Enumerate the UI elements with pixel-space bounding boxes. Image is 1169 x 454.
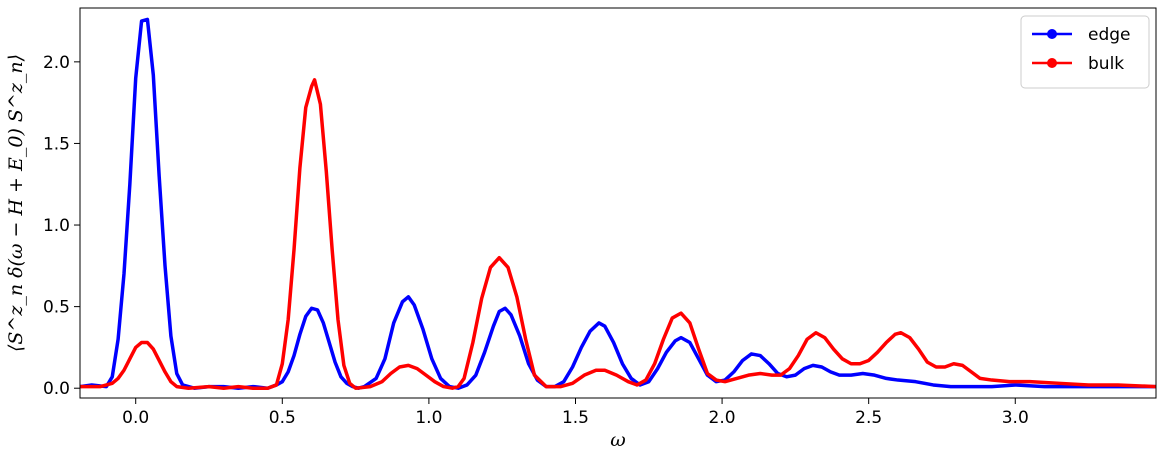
legend-marker-edge	[1047, 29, 1057, 39]
x-tick-label: 0.5	[269, 408, 296, 428]
x-tick-label: 1.0	[415, 408, 442, 428]
x-tick-label: 2.0	[709, 408, 736, 428]
y-tick-label: 0.0	[43, 379, 70, 399]
y-tick-label: 1.5	[43, 134, 70, 154]
legend-label-bulk: bulk	[1088, 54, 1124, 74]
y-axis: 0.0 0.5 1.0 1.5 2.0	[43, 53, 80, 399]
x-tick-label: 0.0	[122, 408, 149, 428]
x-axis: 0.0 0.5 1.0 1.5 2.0 2.5 3.0	[122, 398, 1029, 428]
y-tick-label: 0.5	[43, 298, 70, 318]
series-line-edge	[80, 17, 1156, 390]
y-tick-label: 1.0	[43, 216, 70, 236]
series-line-bulk	[80, 78, 1156, 390]
legend-label-edge: edge	[1088, 25, 1131, 45]
x-tick-label: 3.0	[1002, 408, 1029, 428]
x-axis-label: ω	[610, 429, 626, 451]
x-tick-label: 2.5	[855, 408, 882, 428]
plot-frame	[79, 7, 1157, 399]
series-layer	[80, 17, 1156, 390]
y-axis-label: ⟨S^z_n δ(ω − H + E_0) S^z_n⟩	[5, 54, 27, 352]
x-tick-label: 1.5	[562, 408, 589, 428]
y-tick-label: 2.0	[43, 53, 70, 73]
legend: edge bulk	[1020, 15, 1150, 89]
legend-marker-bulk	[1047, 58, 1057, 68]
